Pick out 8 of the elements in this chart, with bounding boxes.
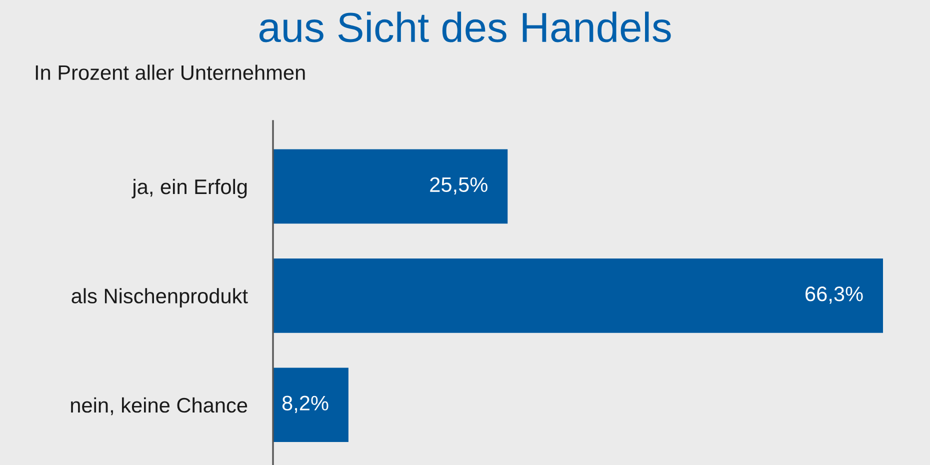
chart-subtitle: In Prozent aller Unternehmen xyxy=(36,64,305,80)
y-tick-label: ja, ein Erfolg xyxy=(132,178,247,198)
y-tick-label: nein, keine Chance xyxy=(71,397,248,416)
data-label: 66,3% xyxy=(806,286,863,304)
data-label: 8,2% xyxy=(282,396,328,413)
chart-title: aus Sicht des Handels xyxy=(259,12,671,42)
y-tick-label: als Nischenprodukt xyxy=(72,288,248,308)
data-label: 25,5% xyxy=(430,177,488,194)
